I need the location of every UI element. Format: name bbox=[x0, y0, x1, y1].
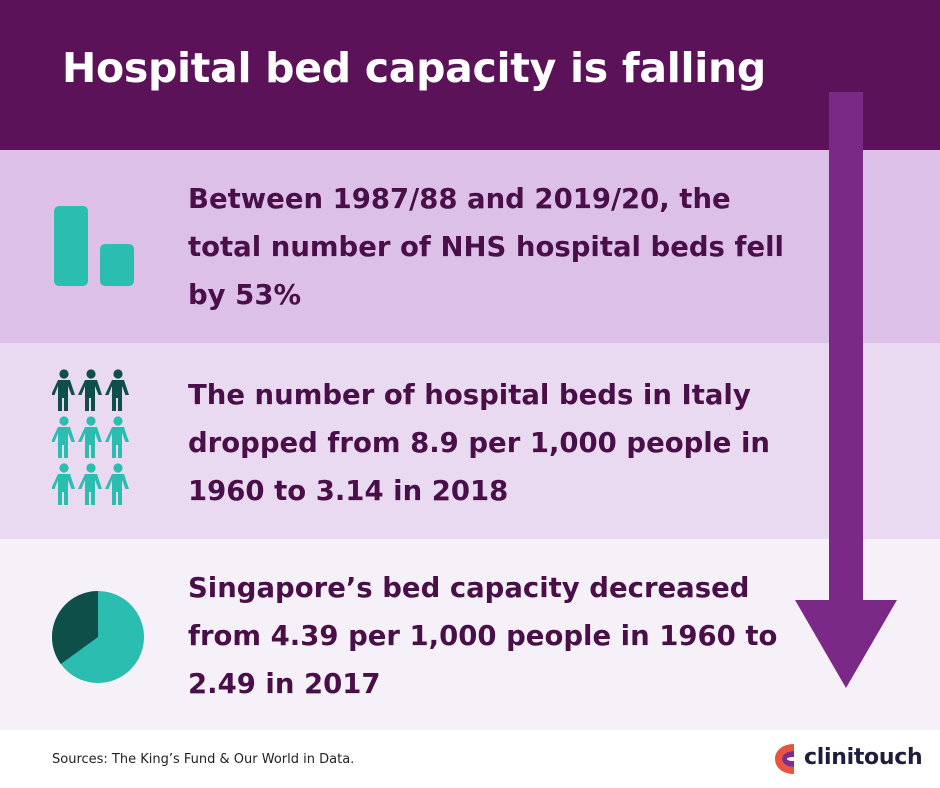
clinitouch-logo-icon bbox=[775, 744, 794, 774]
sources-note: Sources: The King’s Fund & Our World in … bbox=[52, 752, 355, 767]
footer: Sources: The King’s Fund & Our World in … bbox=[0, 730, 940, 788]
page-title: Hospital bed capacity is falling bbox=[62, 44, 766, 92]
bar-chart-icon bbox=[54, 206, 134, 286]
stat-row-italy: The number of hospital beds in Italy dro… bbox=[0, 343, 940, 539]
brand-logo: clinitouch bbox=[804, 745, 923, 770]
down-arrow-icon bbox=[795, 92, 897, 688]
stat-row-singapore: Singapore’s bed capacity decreased from … bbox=[0, 539, 940, 730]
stat-row-nhs: Between 1987/88 and 2019/20, the total n… bbox=[0, 150, 940, 343]
stat-text-italy: The number of hospital beds in Italy dro… bbox=[188, 379, 770, 507]
stat-text-singapore: Singapore’s bed capacity decreased from … bbox=[188, 572, 778, 700]
header-banner: Hospital bed capacity is falling bbox=[0, 0, 940, 150]
pie-chart-icon bbox=[52, 591, 144, 683]
stat-text-nhs: Between 1987/88 and 2019/20, the total n… bbox=[188, 183, 784, 311]
